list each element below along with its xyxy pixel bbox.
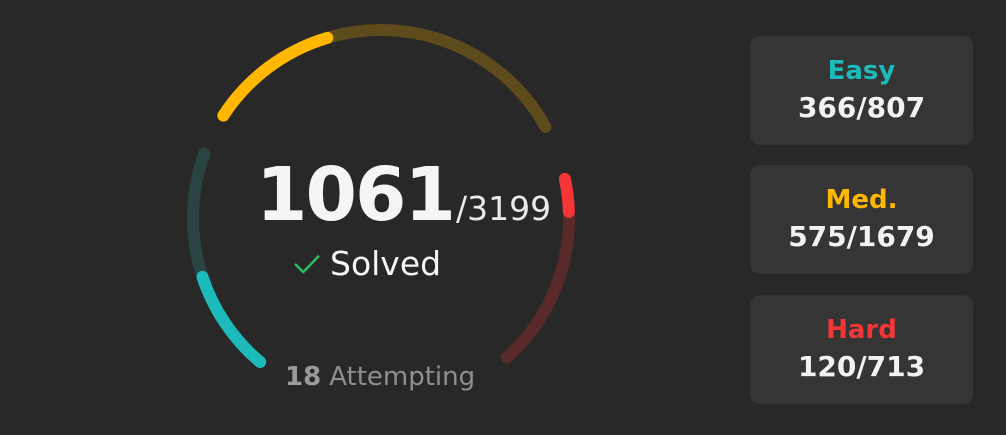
hard-progress-arc [558, 172, 575, 218]
medium-card[interactable]: Med. 575/1679 [750, 165, 973, 274]
medium-progress-arc [217, 31, 334, 122]
easy-progress-arc [196, 270, 267, 369]
attempting-text: Attempting [329, 362, 476, 392]
hard-value: 120/713 [797, 349, 926, 383]
attempting-label: 18 Attempting [285, 362, 475, 392]
hard-card[interactable]: Hard 120/713 [750, 295, 973, 404]
easy-label: Easy [827, 55, 896, 86]
solved-label: Solved [330, 244, 442, 283]
total-number: /3199 [455, 189, 552, 228]
solved-count: 1061 /3199 [256, 152, 552, 238]
solved-number: 1061 [256, 152, 456, 238]
easy-value: 366/807 [797, 90, 926, 124]
solved-label-row: Solved [292, 244, 441, 283]
check-icon [294, 254, 320, 273]
medium-track-arc [217, 24, 552, 133]
medium-value: 575/1679 [788, 219, 935, 253]
medium-label: Med. [825, 184, 898, 215]
attempting-count: 18 [285, 362, 322, 392]
easy-card[interactable]: Easy 366/807 [750, 36, 973, 145]
hard-label: Hard [826, 314, 897, 345]
